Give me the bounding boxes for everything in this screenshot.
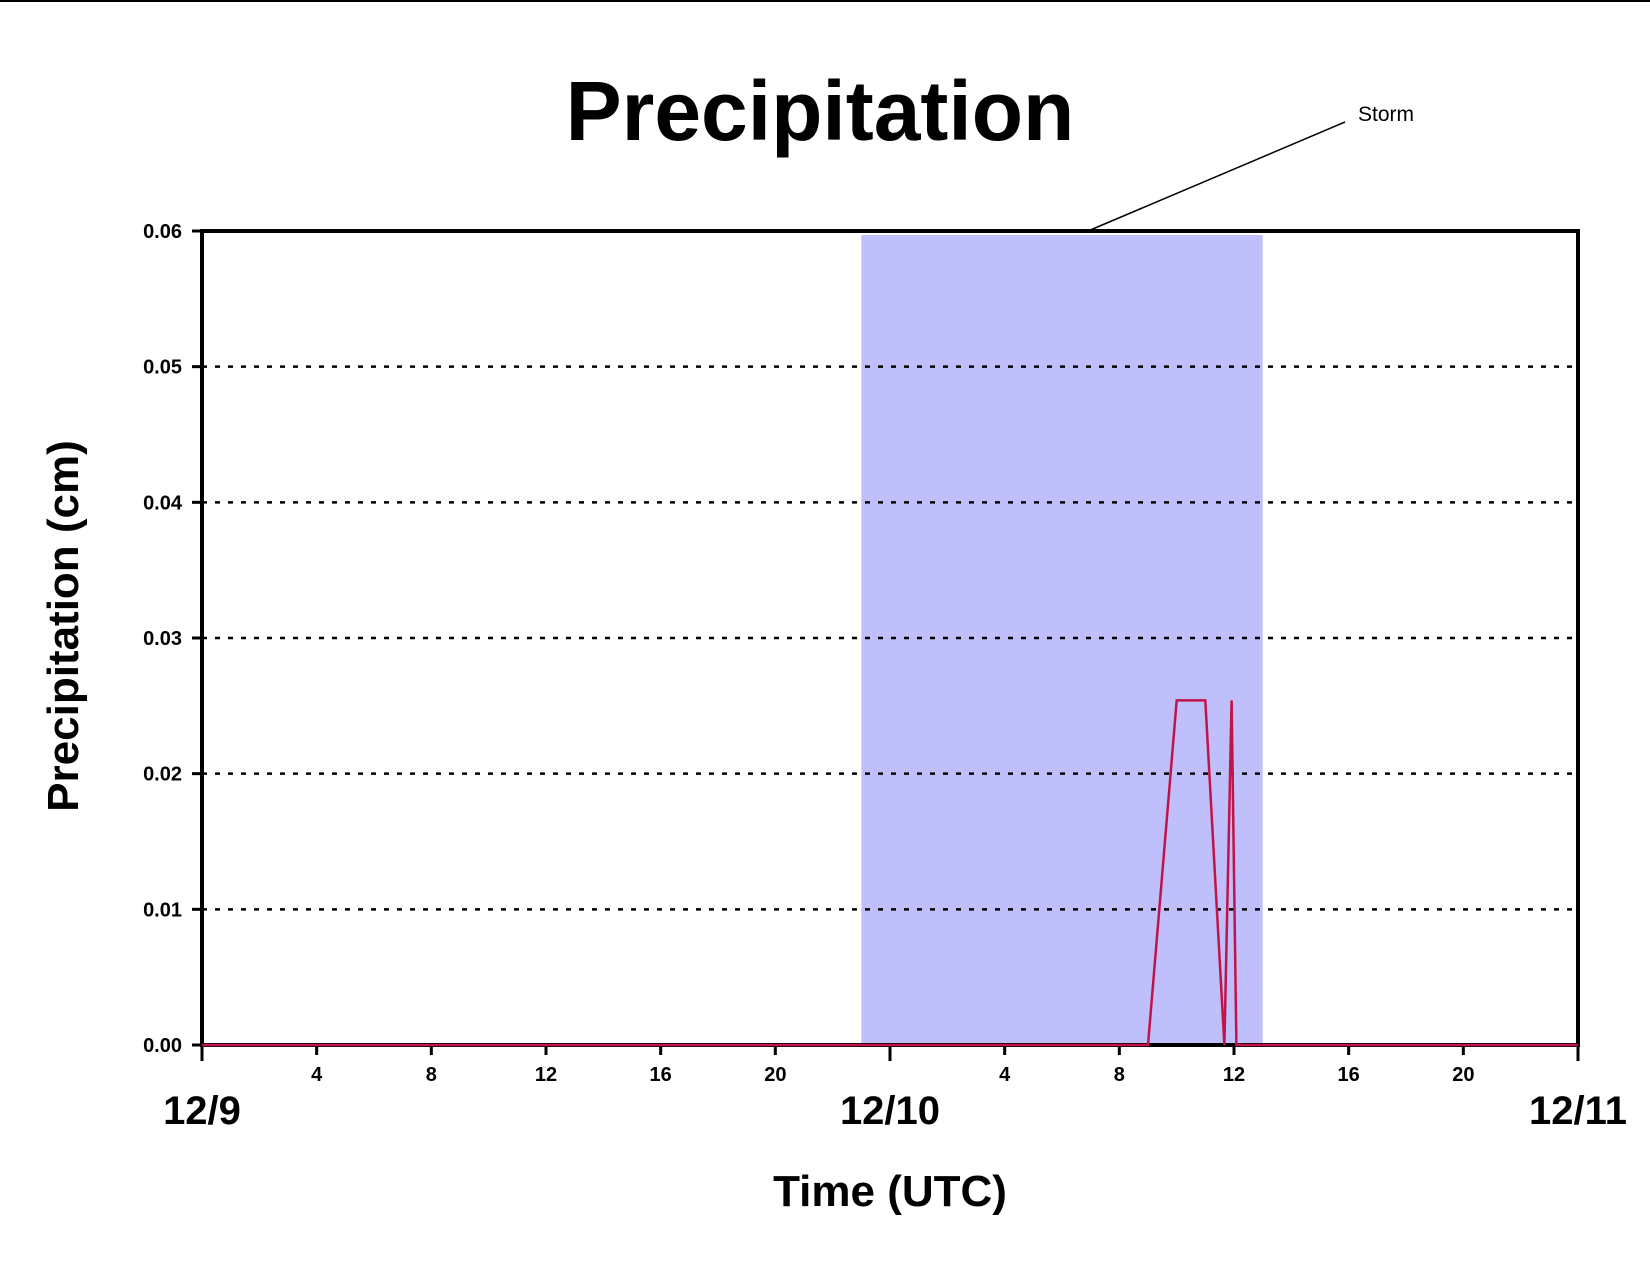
y-tick-label: 0.05 bbox=[143, 357, 182, 379]
y-tick-label: 0.04 bbox=[143, 492, 183, 514]
x-hour-label: 4 bbox=[311, 1064, 323, 1086]
x-hour-label: 16 bbox=[650, 1064, 672, 1086]
y-axis-title: Precipitation (cm) bbox=[39, 440, 88, 812]
x-hour-label: 12 bbox=[535, 1064, 557, 1086]
tick-labels: 0.00 0.01 0.02 0.03 0.04 0.05 0.06 4 8 12 16 20 4 8 12… bbox=[143, 221, 1627, 1133]
x-date-label: 12/11 bbox=[1529, 1089, 1627, 1133]
y-tick-label: 0.00 bbox=[143, 1035, 182, 1057]
precipitation-series-line bbox=[202, 699, 1578, 1047]
x-hour-label: 12 bbox=[1223, 1064, 1245, 1086]
x-hour-label: 20 bbox=[1452, 1064, 1474, 1086]
storm-region bbox=[861, 235, 1263, 1045]
x-hour-label: 8 bbox=[1114, 1064, 1125, 1086]
x-hour-label: 20 bbox=[764, 1064, 786, 1086]
x-date-label: 12/10 bbox=[840, 1089, 940, 1133]
storm-annotation-leader bbox=[1087, 121, 1346, 232]
x-hour-label: 4 bbox=[999, 1064, 1011, 1086]
y-tick-label: 0.06 bbox=[143, 221, 182, 243]
storm-annotation-label: Storm bbox=[1358, 103, 1414, 126]
y-tick-label: 0.02 bbox=[143, 764, 182, 786]
x-hour-label: 8 bbox=[426, 1064, 437, 1086]
y-tick-label: 0.03 bbox=[143, 628, 182, 650]
y-tick-label: 0.01 bbox=[143, 899, 182, 921]
series-layer bbox=[202, 699, 1578, 1047]
x-hour-label: 16 bbox=[1338, 1064, 1360, 1086]
storm-shading bbox=[861, 235, 1263, 1045]
x-axis-title: Time (UTC) bbox=[773, 1167, 1007, 1216]
gridlines bbox=[202, 365, 1578, 911]
chart-title: Precipitation bbox=[566, 64, 1075, 158]
x-date-label: 12/9 bbox=[163, 1089, 241, 1133]
